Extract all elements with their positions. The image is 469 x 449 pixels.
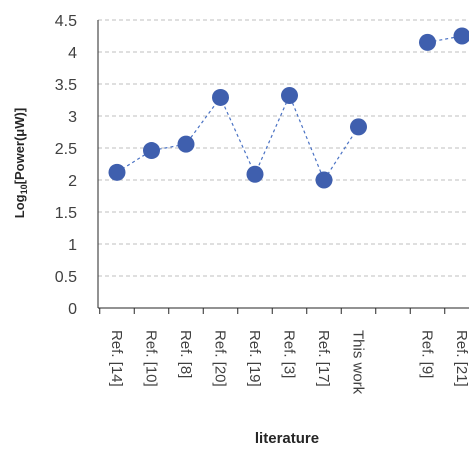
data-point bbox=[108, 163, 126, 181]
grid-layer bbox=[98, 19, 469, 277]
axes bbox=[97, 20, 469, 314]
series-line bbox=[116, 93, 360, 182]
x-tick-label: Ref. [21] bbox=[453, 330, 469, 387]
data-point bbox=[281, 87, 298, 105]
y-tick-label: 0 bbox=[68, 301, 77, 318]
y-tick-label: 3.5 bbox=[55, 77, 77, 94]
y-tick-label: 0.5 bbox=[55, 269, 77, 286]
data-point bbox=[212, 88, 229, 106]
series-lines bbox=[116, 35, 463, 182]
data-point bbox=[246, 165, 264, 183]
data-point bbox=[419, 33, 436, 51]
x-axis-title: literature bbox=[255, 430, 319, 447]
x-tick-label: This work bbox=[350, 330, 367, 395]
x-tick-label: Ref. [10] bbox=[143, 330, 160, 387]
y-axis-title-main: Log bbox=[12, 194, 27, 218]
x-tick-label: Ref. [8] bbox=[177, 330, 194, 378]
y-tick-label: 1.5 bbox=[55, 205, 77, 222]
y-tick-label: 4 bbox=[68, 45, 77, 62]
y-axis-title: Log10[Power(μW)] bbox=[12, 108, 29, 218]
y-axis-title-rest: [Power(μW)] bbox=[12, 108, 27, 185]
x-tick-label: Ref. [3] bbox=[281, 330, 298, 378]
y-tick-label: 2 bbox=[68, 173, 77, 190]
data-point bbox=[350, 118, 367, 136]
y-tick-label: 2.5 bbox=[55, 141, 77, 158]
y-tick-label: 1 bbox=[68, 237, 77, 254]
x-tick-label: Ref. [17] bbox=[315, 330, 332, 387]
data-point bbox=[143, 142, 160, 160]
x-tick-label: Ref. [14] bbox=[108, 330, 125, 387]
x-tick-label: Ref. [20] bbox=[212, 330, 229, 387]
y-axis-title-subscript: 10 bbox=[19, 184, 29, 194]
y-axis-ticks: 0 0.5 1 1.5 2 2.5 3 3.5 4 4.5 bbox=[55, 13, 77, 318]
y-tick-label: 3 bbox=[68, 109, 77, 126]
data-point bbox=[453, 27, 469, 45]
x-axis-tick-labels: Ref. [14] Ref. [10] Ref. [8] Ref. [20] Ref. … bbox=[108, 330, 469, 395]
series-points bbox=[108, 27, 469, 189]
x-tick-label: Ref. [19] bbox=[246, 330, 263, 387]
data-point bbox=[315, 171, 333, 189]
data-point bbox=[177, 135, 195, 153]
y-tick-label: 4.5 bbox=[55, 13, 77, 30]
x-tick-label: Ref. [9] bbox=[419, 330, 436, 378]
